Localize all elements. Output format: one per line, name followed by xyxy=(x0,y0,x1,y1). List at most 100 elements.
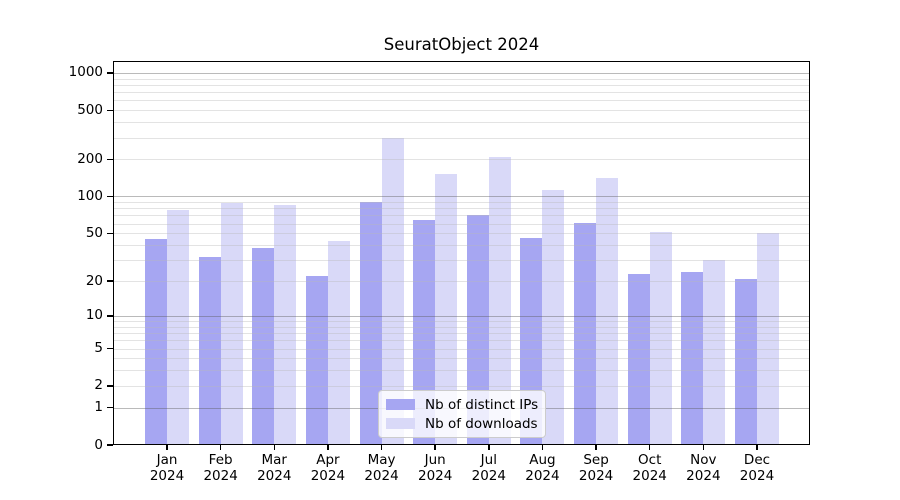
gridline-1000 xyxy=(113,72,810,74)
bar-distinct-ips-nov xyxy=(681,271,704,445)
gridline-5 xyxy=(113,348,810,350)
y-tick-label-5: 5 xyxy=(94,340,103,356)
y-tick-label-1: 1 xyxy=(94,399,103,416)
gridline-300 xyxy=(113,137,810,139)
gridline-400 xyxy=(113,122,810,124)
gridline-90 xyxy=(113,202,810,204)
y-tick-label-0: 0 xyxy=(94,436,103,453)
gridline-30 xyxy=(113,260,810,262)
gridline-7 xyxy=(113,333,810,335)
legend-row-distinct-ips: Nb of distinct IPs xyxy=(386,397,545,413)
gridline-20 xyxy=(113,281,810,283)
bar-distinct-ips-jan xyxy=(145,238,167,445)
y-tick-2 xyxy=(107,385,113,387)
gridline-4 xyxy=(113,358,810,360)
y-tick-50 xyxy=(107,232,113,234)
bar-downloads-sep xyxy=(596,178,619,445)
bar-downloads-dec xyxy=(756,233,779,445)
y-tick-10 xyxy=(107,315,113,317)
x-tick-label-apr: Apr 2024 xyxy=(310,452,346,484)
y-tick-100 xyxy=(107,195,113,198)
y-tick-label-500: 500 xyxy=(77,101,103,118)
y-tick-label-200: 200 xyxy=(77,150,103,167)
legend-swatch-distinct-ips xyxy=(386,399,415,410)
gridline-3 xyxy=(113,370,810,372)
gridline-40 xyxy=(113,245,810,246)
bar-downloads-jul xyxy=(488,156,511,445)
x-tick-jul xyxy=(488,445,490,450)
y-tick-label-20: 20 xyxy=(85,272,103,289)
chart-title: SeuratObject 2024 xyxy=(383,35,540,54)
legend-label-downloads: Nb of downloads xyxy=(425,415,538,432)
x-tick-label-jun: Jun 2024 xyxy=(417,452,453,484)
x-tick-dec xyxy=(756,445,758,450)
x-tick-aug xyxy=(541,445,544,450)
bar-downloads-feb xyxy=(220,202,243,445)
legend-label-distinct-ips: Nb of distinct IPs xyxy=(425,396,539,413)
bar-distinct-ips-oct xyxy=(627,273,650,445)
x-tick-label-sep: Sep 2024 xyxy=(578,452,614,484)
gridline-100 xyxy=(113,196,810,198)
x-tick-label-jul: Jul 2024 xyxy=(471,452,506,484)
y-tick-20 xyxy=(107,280,113,282)
bar-downloads-oct xyxy=(649,232,672,445)
legend-swatch-downloads xyxy=(386,418,415,429)
x-tick-feb xyxy=(219,445,222,450)
x-tick-label-nov: Nov 2024 xyxy=(686,452,721,484)
bar-downloads-apr xyxy=(327,241,350,445)
gridline-6 xyxy=(113,340,810,342)
gridline-50 xyxy=(113,233,810,235)
bar-distinct-ips-apr xyxy=(305,276,328,445)
x-tick-sep xyxy=(595,445,597,450)
bar-distinct-ips-sep xyxy=(574,222,597,445)
x-tick-label-oct: Oct 2024 xyxy=(632,452,667,484)
grid-layer xyxy=(113,61,810,445)
bar-distinct-ips-feb xyxy=(198,256,221,445)
x-tick-nov xyxy=(702,445,705,450)
x-tick-oct xyxy=(649,445,651,450)
bar-downloads-jun xyxy=(435,174,458,445)
y-tick-1000 xyxy=(107,72,113,74)
gridline-600 xyxy=(113,100,810,102)
bar-downloads-may xyxy=(381,138,404,445)
bar-distinct-ips-jun xyxy=(413,220,436,445)
gridline-10 xyxy=(113,315,810,317)
bars-layer xyxy=(113,61,810,445)
y-tick-label-1000: 1000 xyxy=(68,64,103,81)
bar-downloads-jan xyxy=(167,209,189,445)
y-tick-1 xyxy=(107,406,113,409)
y-tick-label-100: 100 xyxy=(77,187,103,204)
y-tick-5 xyxy=(107,347,113,350)
legend: Nb of distinct IPs Nb of downloads xyxy=(378,390,546,438)
gridline-200 xyxy=(113,159,810,161)
gridline-2 xyxy=(113,385,810,387)
gridline-8 xyxy=(113,326,810,328)
gridline-500 xyxy=(113,110,810,112)
x-tick-jan xyxy=(166,445,168,450)
bar-distinct-ips-dec xyxy=(734,278,757,445)
gridline-800 xyxy=(113,84,810,86)
x-tick-label-jan: Jan 2024 xyxy=(149,452,185,484)
x-tick-label-aug: Aug 2024 xyxy=(525,452,560,484)
x-tick-jun xyxy=(434,445,436,450)
bar-distinct-ips-may xyxy=(359,202,382,445)
gridline-700 xyxy=(113,92,810,94)
y-tick-500 xyxy=(107,109,113,111)
gridline-70 xyxy=(113,215,810,217)
y-tick-200 xyxy=(107,158,113,161)
gridline-60 xyxy=(113,223,810,225)
gridline-9 xyxy=(113,321,810,322)
x-tick-label-feb: Feb 2024 xyxy=(203,452,238,484)
bar-distinct-ips-mar xyxy=(252,247,275,445)
x-tick-apr xyxy=(327,445,329,450)
x-tick-may xyxy=(380,445,383,450)
bar-downloads-aug xyxy=(542,189,565,445)
x-tick-label-may: May 2024 xyxy=(364,452,399,484)
bar-downloads-mar xyxy=(274,205,297,445)
y-tick-label-2: 2 xyxy=(94,377,103,394)
y-tick-label-10: 10 xyxy=(85,307,103,324)
gridline-80 xyxy=(113,208,810,210)
y-tick-label-50: 50 xyxy=(85,224,103,241)
bar-distinct-ips-jul xyxy=(466,214,489,445)
x-tick-label-dec: Dec 2024 xyxy=(739,452,775,484)
